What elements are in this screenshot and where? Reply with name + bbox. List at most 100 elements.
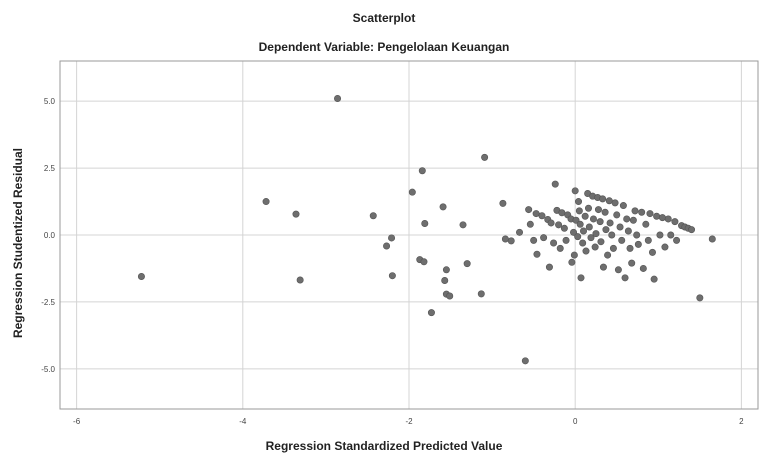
data-point xyxy=(560,224,568,232)
data-point xyxy=(292,210,300,218)
x-tick-label: 0 xyxy=(573,417,578,426)
data-point xyxy=(530,236,538,244)
data-point xyxy=(581,212,589,220)
data-point xyxy=(688,226,696,234)
data-point xyxy=(631,207,639,215)
data-point xyxy=(439,203,447,211)
data-point xyxy=(540,234,548,242)
data-point xyxy=(667,231,675,239)
data-point xyxy=(696,294,704,302)
data-point xyxy=(599,263,607,271)
y-tick-label: -5.0 xyxy=(41,365,55,374)
data-point xyxy=(671,218,679,226)
data-point xyxy=(420,258,428,266)
data-point xyxy=(507,237,515,245)
data-point xyxy=(589,215,597,223)
data-point xyxy=(619,202,627,210)
data-point xyxy=(463,260,471,268)
data-point xyxy=(570,251,578,259)
data-point xyxy=(646,210,654,218)
data-point xyxy=(446,292,454,300)
x-tick-label: -4 xyxy=(239,417,247,426)
data-point xyxy=(477,290,485,298)
data-point xyxy=(661,243,669,251)
data-point xyxy=(608,231,616,239)
data-point xyxy=(547,219,555,227)
data-point xyxy=(596,218,604,226)
data-point xyxy=(576,220,584,228)
data-point xyxy=(623,215,631,223)
data-point xyxy=(629,216,637,224)
data-point xyxy=(618,236,626,244)
data-point xyxy=(591,243,599,251)
data-point xyxy=(642,220,650,228)
data-point xyxy=(550,239,558,247)
chart-title: Scatterplot xyxy=(352,11,416,25)
data-point xyxy=(575,198,583,206)
data-point xyxy=(613,211,621,219)
data-point xyxy=(639,264,647,272)
tick-labels: -6 -4 -2 0 2 -5.0 -2.5 0.0 2.5 5.0 xyxy=(41,97,744,426)
data-point xyxy=(609,244,617,252)
data-point xyxy=(521,357,529,365)
data-point xyxy=(427,309,435,317)
data-point xyxy=(571,187,579,195)
data-point xyxy=(545,263,553,271)
data-point xyxy=(602,226,610,234)
data-point xyxy=(442,266,450,274)
y-tick-label: 0.0 xyxy=(44,231,56,240)
data-point xyxy=(656,231,664,239)
data-point xyxy=(582,247,590,255)
data-point xyxy=(575,207,583,215)
data-point xyxy=(562,236,570,244)
data-point xyxy=(262,198,270,206)
data-point xyxy=(616,223,624,231)
x-tick-label: 2 xyxy=(739,417,744,426)
data-point xyxy=(658,214,666,222)
data-point xyxy=(516,228,524,236)
data-point xyxy=(137,272,145,280)
data-point xyxy=(369,212,377,220)
data-point xyxy=(644,236,652,244)
data-point xyxy=(648,248,656,256)
data-point xyxy=(556,244,564,252)
data-point xyxy=(555,221,563,229)
data-point xyxy=(574,233,582,241)
data-point xyxy=(421,219,429,227)
data-point xyxy=(525,206,533,214)
data-point xyxy=(558,209,566,217)
data-point xyxy=(611,199,619,207)
data-point xyxy=(650,275,658,283)
data-point xyxy=(585,223,593,231)
data-point xyxy=(605,197,613,205)
grid-lines xyxy=(60,61,758,409)
data-point xyxy=(551,180,559,188)
data-point xyxy=(579,239,587,247)
data-point xyxy=(499,199,507,207)
data-point xyxy=(577,274,585,282)
data-point xyxy=(624,227,632,235)
y-tick-label: -2.5 xyxy=(41,298,55,307)
data-point xyxy=(634,240,642,248)
data-point xyxy=(334,94,342,102)
data-point xyxy=(606,219,614,227)
data-point xyxy=(383,242,391,250)
data-point xyxy=(408,188,416,196)
data-point xyxy=(459,221,467,229)
data-point xyxy=(526,220,534,228)
data-point xyxy=(532,210,540,218)
data-point xyxy=(570,228,578,236)
data-point xyxy=(568,258,576,266)
data-point xyxy=(633,231,641,239)
data-point xyxy=(481,153,489,161)
x-axis-label: Regression Standardized Predicted Value xyxy=(265,439,503,453)
x-tick-label: -6 xyxy=(73,417,81,426)
data-point xyxy=(708,235,716,243)
y-tick-label: 2.5 xyxy=(44,164,56,173)
data-point xyxy=(592,230,600,238)
data-point xyxy=(626,244,634,252)
data-point xyxy=(388,272,396,280)
x-tick-label: -2 xyxy=(405,417,413,426)
plot-frame xyxy=(59,60,759,410)
